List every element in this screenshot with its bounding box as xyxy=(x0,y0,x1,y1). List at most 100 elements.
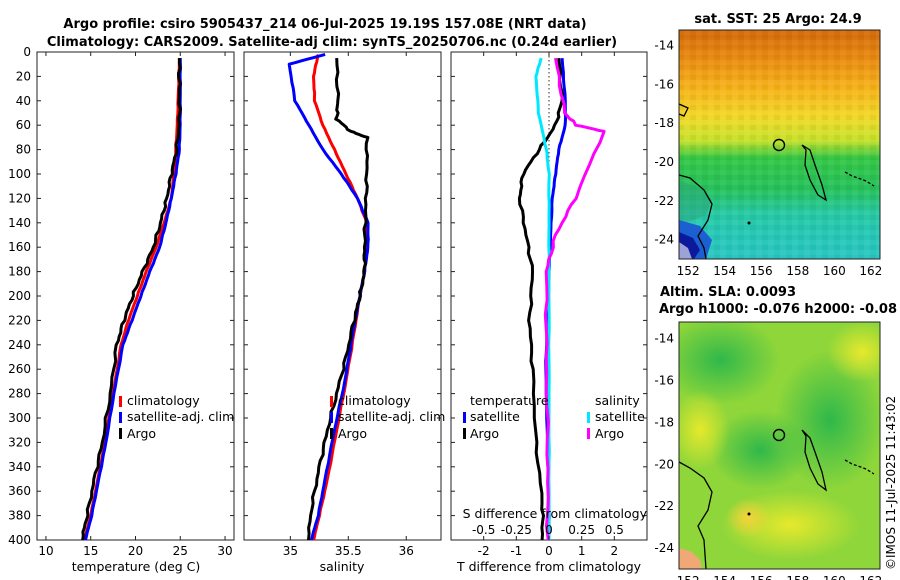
sla-island-outline xyxy=(801,429,828,492)
sst-cool-patch xyxy=(679,180,712,224)
difference-series xyxy=(517,57,606,541)
series-line-satellite-adj-clim xyxy=(287,52,370,541)
legend-header-salinity: salinity xyxy=(595,393,640,408)
x-tick-label: 1 xyxy=(578,544,586,558)
sla-coastline xyxy=(679,461,713,569)
sla-reef-outline xyxy=(844,459,875,475)
x-tick-label: 35 xyxy=(283,544,298,558)
difference-legend: temperature satellite Argo salinity sate… xyxy=(463,393,645,441)
depth-tick-label: 200 xyxy=(8,289,31,303)
salinity-xlabel: salinity xyxy=(320,559,365,574)
depth-tick-label: 340 xyxy=(8,460,31,474)
depth-tick-label: 360 xyxy=(8,484,31,498)
legend-swatch-s-argo xyxy=(587,428,590,439)
figure-title-line1: Argo profile: csiro 5905437_214 06-Jul-2… xyxy=(63,17,586,32)
x-tick-label: -2 xyxy=(478,544,490,558)
temperature-series xyxy=(81,58,182,541)
salinity-panel xyxy=(243,51,442,541)
depth-tick-label: 120 xyxy=(8,191,31,205)
map-lon-label: 154 xyxy=(713,574,736,580)
x-tick-label: 20 xyxy=(128,544,143,558)
series-line-t-argo xyxy=(517,57,564,541)
legend-label-s-argo: Argo xyxy=(595,426,624,441)
depth-tick-label: 380 xyxy=(8,509,31,523)
temperature-xlabel: temperature (deg C) xyxy=(72,559,201,574)
x-tick-label: -1 xyxy=(510,544,522,558)
sla-map-frame xyxy=(678,321,881,570)
series-line-argo xyxy=(307,58,370,541)
map-lon-label: 154 xyxy=(713,264,736,278)
depth-tick-label: 260 xyxy=(8,362,31,376)
map-lat-label: -18 xyxy=(654,415,674,429)
legend-header-temperature: temperature xyxy=(470,393,549,408)
sla-map-subtitle: Argo h1000: -0.076 h2000: -0.08 xyxy=(659,302,897,317)
x2-tick-label: 0 xyxy=(545,523,553,537)
map-lon-label: 158 xyxy=(786,264,809,278)
legend-swatch-satellite xyxy=(330,412,333,423)
map-lat-label: -22 xyxy=(654,499,674,513)
map-lon-label: 162 xyxy=(859,574,882,580)
x2-tick-label: -0.25 xyxy=(501,523,532,537)
series-line-s-argo xyxy=(543,57,606,541)
temperature-panel xyxy=(36,51,235,541)
sst-island-outline xyxy=(801,144,828,202)
series-line-satellite-adj-clim xyxy=(84,58,182,541)
depth-tick-label: 280 xyxy=(8,387,31,401)
legend-label-t-argo: Argo xyxy=(470,426,499,441)
sla-map xyxy=(678,321,881,570)
series-line-argo xyxy=(81,58,182,541)
legend-label-argo: Argo xyxy=(127,426,156,441)
x2-tick-label: 0.5 xyxy=(605,523,624,537)
sla-island-dot xyxy=(747,512,751,516)
legend-label-satellite: satellite-adj. clim xyxy=(127,409,234,424)
map-lat-label: -22 xyxy=(654,194,674,208)
x2-tick-label: -0.5 xyxy=(472,523,495,537)
imos-watermark: ©IMOS 11-Jul-2025 11:43:02 xyxy=(884,396,898,570)
map-lat-label: -16 xyxy=(654,77,674,91)
map-lon-label: 162 xyxy=(859,264,882,278)
salinity-legend: climatology satellite-adj. clim Argo xyxy=(330,393,445,441)
map-lon-label: 156 xyxy=(750,574,773,580)
depth-tick-label: 220 xyxy=(8,313,31,327)
legend-swatch-satellite xyxy=(119,412,122,423)
depth-tick-label: 140 xyxy=(8,216,31,230)
legend-label-climatology: climatology xyxy=(338,393,411,408)
x-tick-label: 35.5 xyxy=(335,544,362,558)
x-tick-label: 36 xyxy=(399,544,414,558)
sla-map-title: Altim. SLA: 0.0093 xyxy=(660,285,796,300)
map-lon-label: 152 xyxy=(677,574,700,580)
sla-low-blob xyxy=(710,410,810,490)
legend-label-s-satellite: satellite xyxy=(595,409,645,424)
depth-tick-label: 320 xyxy=(8,435,31,449)
sst-map-frame xyxy=(678,29,881,260)
depth-tick-label: 300 xyxy=(8,411,31,425)
sla-high-blob xyxy=(827,322,880,382)
sst-map-title: sat. SST: 25 Argo: 24.9 xyxy=(694,12,861,27)
x-tick-label: 0 xyxy=(545,544,553,558)
map-lat-label: -18 xyxy=(654,116,674,130)
depth-tick-label: 400 xyxy=(8,533,31,547)
difference-xlabel: T difference from climatology xyxy=(456,559,642,574)
legend-swatch-argo xyxy=(330,428,333,439)
legend-label-t-satellite: satellite xyxy=(470,409,520,424)
depth-tick-label: 40 xyxy=(16,94,31,108)
x-tick-label: 25 xyxy=(173,544,188,558)
salinity-series xyxy=(287,52,370,541)
sst-reef-outline xyxy=(844,171,875,187)
legend-swatch-t-argo xyxy=(463,428,466,439)
map-lon-label: 160 xyxy=(823,264,846,278)
legend-swatch-s-satellite xyxy=(587,412,590,423)
map-lat-label: -24 xyxy=(654,541,674,555)
map-lon-label: 160 xyxy=(823,574,846,580)
depth-tick-label: 60 xyxy=(16,118,31,132)
legend-label-argo: Argo xyxy=(338,426,367,441)
axis-ticks: 0204060801001201401601802002202402602803… xyxy=(8,39,882,580)
map-lat-label: -20 xyxy=(654,155,674,169)
x-tick-label: 10 xyxy=(38,544,53,558)
x2-tick-label: 0.25 xyxy=(568,523,595,537)
depth-tick-label: 20 xyxy=(16,69,31,83)
sst-argo-marker xyxy=(772,138,786,152)
legend-label-satellite: satellite-adj. clim xyxy=(338,409,445,424)
sla-land xyxy=(679,548,702,569)
